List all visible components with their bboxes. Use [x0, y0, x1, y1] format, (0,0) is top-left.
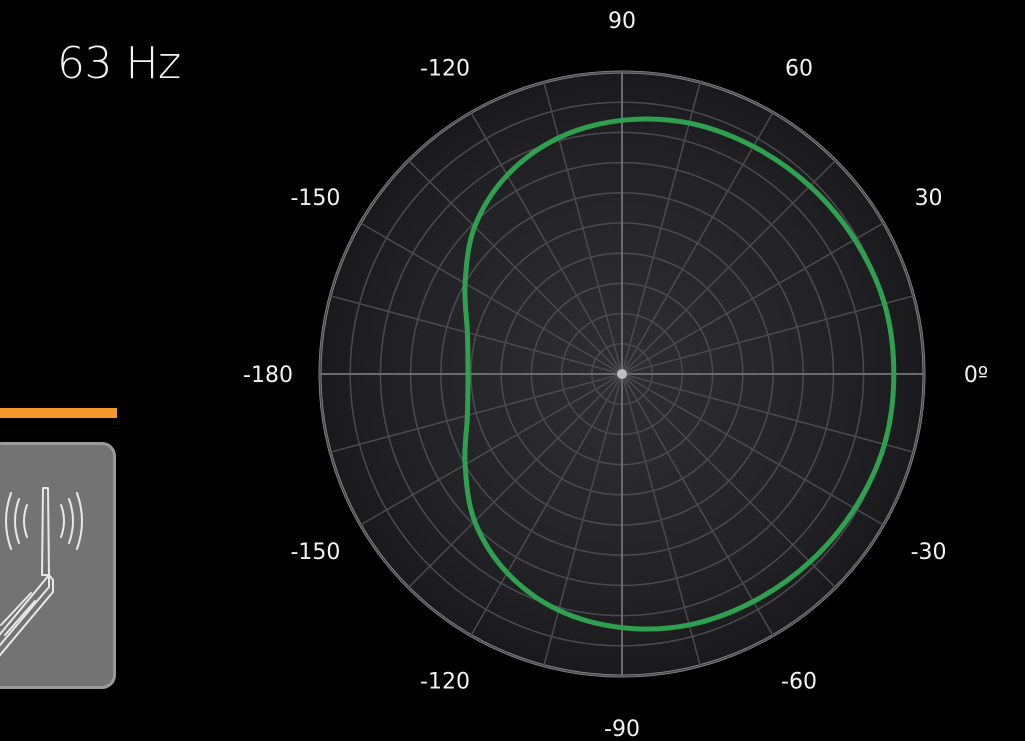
- frequency-title: 63 Hz: [57, 38, 181, 89]
- center-point: [617, 369, 627, 379]
- angle-label: -120: [420, 670, 470, 695]
- angle-label: -90: [604, 717, 640, 741]
- angle-label: -150: [290, 540, 340, 565]
- angle-label: 30: [915, 186, 943, 211]
- angle-label: -120: [420, 56, 470, 81]
- accent-bar: [0, 408, 117, 418]
- angle-labels: 90 60 30 0º -30 -60 -90 -120 -150 -180 -150 -120: [243, 9, 988, 741]
- angle-label: 0º: [964, 363, 988, 388]
- angle-label: 90: [608, 9, 636, 34]
- angle-label: 60: [785, 56, 813, 81]
- angle-label: -150: [290, 186, 340, 211]
- device-card: [0, 442, 116, 689]
- polar-grid: [318, 70, 926, 678]
- series-layer: [462, 116, 897, 632]
- angle-label: -60: [781, 670, 817, 695]
- angle-label: -30: [911, 540, 947, 565]
- angle-label: -180: [243, 363, 293, 388]
- wireless-router-icon: [0, 487, 83, 657]
